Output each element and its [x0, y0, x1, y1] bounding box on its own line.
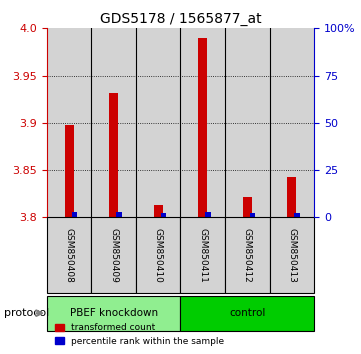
FancyBboxPatch shape [180, 296, 314, 331]
Text: control: control [229, 308, 265, 318]
Bar [250, 213, 256, 217]
Legend: transformed count, percentile rank within the sample: transformed count, percentile rank withi… [52, 320, 228, 349]
Bar [161, 213, 166, 217]
Bar [243, 196, 252, 217]
Bar [154, 205, 163, 217]
Text: PBEF knockdown: PBEF knockdown [70, 308, 158, 318]
Bar [225, 28, 270, 217]
Text: GSM850411: GSM850411 [198, 228, 207, 282]
Bar [294, 213, 300, 217]
FancyBboxPatch shape [47, 296, 180, 331]
Bar [47, 28, 91, 217]
Bar [116, 212, 122, 217]
FancyBboxPatch shape [270, 217, 314, 293]
Text: GSM850413: GSM850413 [287, 228, 296, 282]
Bar [270, 28, 314, 217]
Text: protocol: protocol [4, 308, 49, 318]
FancyBboxPatch shape [180, 217, 225, 293]
Bar [72, 212, 77, 217]
Bar [136, 28, 180, 217]
FancyBboxPatch shape [47, 217, 91, 293]
Text: GSM850409: GSM850409 [109, 228, 118, 282]
Bar [180, 28, 225, 217]
Bar [205, 212, 211, 217]
Bar [109, 93, 118, 217]
Bar [287, 177, 296, 217]
Bar [91, 28, 136, 217]
Bar [65, 125, 74, 217]
Title: GDS5178 / 1565877_at: GDS5178 / 1565877_at [100, 12, 261, 26]
FancyBboxPatch shape [136, 217, 180, 293]
Text: GSM850410: GSM850410 [154, 228, 163, 282]
Bar [198, 38, 207, 217]
FancyBboxPatch shape [91, 217, 136, 293]
FancyBboxPatch shape [225, 217, 270, 293]
Text: GSM850408: GSM850408 [65, 228, 74, 282]
Text: GSM850412: GSM850412 [243, 228, 252, 282]
